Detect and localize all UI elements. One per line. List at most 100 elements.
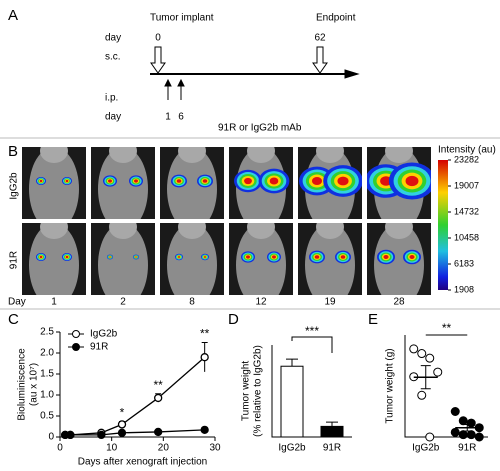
mouse-head [247, 147, 275, 163]
dot [409, 344, 419, 354]
mouse [305, 223, 355, 295]
y-tick-label: 1.0 [40, 390, 54, 401]
bar [280, 365, 304, 438]
day-value: 19 [324, 297, 336, 308]
day-label: day [105, 112, 121, 123]
mouse [167, 223, 217, 295]
error-bar [462, 423, 473, 432]
bli-image [367, 147, 431, 219]
significance: ** [153, 378, 163, 392]
signal [65, 255, 69, 259]
row-label: 91R [9, 251, 20, 269]
signal [405, 175, 419, 187]
legend-marker [72, 343, 80, 351]
colorbar-label: 14732 [454, 206, 479, 216]
significance: * [120, 406, 125, 420]
row-label: IgG2b [9, 172, 20, 200]
x-tick-label: IgG2b [412, 443, 440, 454]
y-tick-label: 2.5 [40, 327, 54, 338]
timeline [150, 46, 360, 100]
x-tick-label: IgG2b [278, 443, 306, 454]
signal [380, 176, 392, 186]
mouse-head [109, 223, 137, 239]
significance: *** [305, 324, 319, 338]
marker [200, 353, 209, 362]
endpoint-day: 62 [314, 33, 326, 44]
dot [450, 407, 460, 416]
mouse-head [385, 147, 413, 163]
y-tick-label: 0 [48, 432, 54, 443]
endpoint-label: Endpoint [316, 13, 356, 24]
y-axis-label: Bioluminiscence [17, 348, 28, 421]
marker [200, 425, 209, 435]
mouse [98, 147, 148, 219]
dot [466, 418, 476, 428]
signal [409, 254, 415, 260]
marker [154, 427, 163, 437]
bli-image [91, 223, 155, 295]
mouse [167, 147, 217, 219]
bli-image [229, 223, 293, 295]
implant-day: 0 [155, 33, 161, 44]
signal [337, 176, 349, 186]
y-axis-label: (au x 10⁷) [29, 363, 40, 406]
signal [311, 176, 323, 186]
dot [474, 432, 484, 442]
error-bar [420, 365, 431, 390]
colorbar-label: 1908 [454, 284, 474, 294]
signal [246, 255, 250, 259]
significance: ** [442, 321, 452, 335]
bli-image [160, 223, 224, 295]
signal [109, 256, 111, 258]
bli-image [367, 223, 431, 295]
dot [458, 416, 468, 426]
signal [314, 255, 320, 259]
marker [154, 393, 163, 403]
mouse [29, 147, 79, 219]
bli-image [22, 147, 86, 219]
y-tick-label: 2.0 [40, 348, 54, 359]
treatment-label: 91R or IgG2b mAb [218, 123, 302, 134]
x-tick-label: 91R [323, 443, 341, 454]
signal [39, 255, 43, 259]
signal [383, 254, 389, 260]
bli-image [298, 223, 362, 295]
panel-label: D [228, 311, 239, 328]
colorbar-label: 23282 [454, 154, 479, 164]
colorbar-label: 10458 [454, 232, 479, 242]
mouse [236, 223, 286, 295]
signal [176, 179, 182, 183]
dot [425, 432, 435, 442]
error-bar [326, 421, 338, 427]
bli-image [298, 147, 362, 219]
significance: ** [200, 327, 210, 341]
bli-image [160, 147, 224, 219]
day-value: 2 [120, 297, 126, 308]
mouse-head [316, 223, 344, 239]
x-tick-label: 0 [57, 443, 63, 454]
ip-day: 6 [178, 112, 184, 123]
dot [450, 427, 460, 437]
bracket [291, 336, 333, 353]
x-tick-label: 30 [209, 443, 221, 454]
y-axis-label: (% relative to IgG2b) [253, 345, 264, 437]
marker [66, 430, 75, 440]
signal [244, 177, 252, 185]
mouse [374, 223, 424, 295]
y-axis-label: Tumor weight (g) [385, 348, 396, 423]
mouse [98, 223, 148, 295]
y-tick-label: 1.5 [40, 369, 54, 380]
marker [117, 428, 127, 437]
signal [108, 179, 112, 183]
bli-image [229, 147, 293, 219]
signal [272, 255, 276, 259]
signal [135, 256, 137, 258]
signal [134, 179, 138, 183]
x-tick-label: 91R [458, 443, 476, 454]
dot [425, 353, 435, 363]
mouse-head [385, 223, 413, 239]
mouse-head [40, 147, 68, 163]
x-axis-label: Days after xenograft injection [78, 457, 208, 468]
panel-label: A [8, 7, 18, 24]
